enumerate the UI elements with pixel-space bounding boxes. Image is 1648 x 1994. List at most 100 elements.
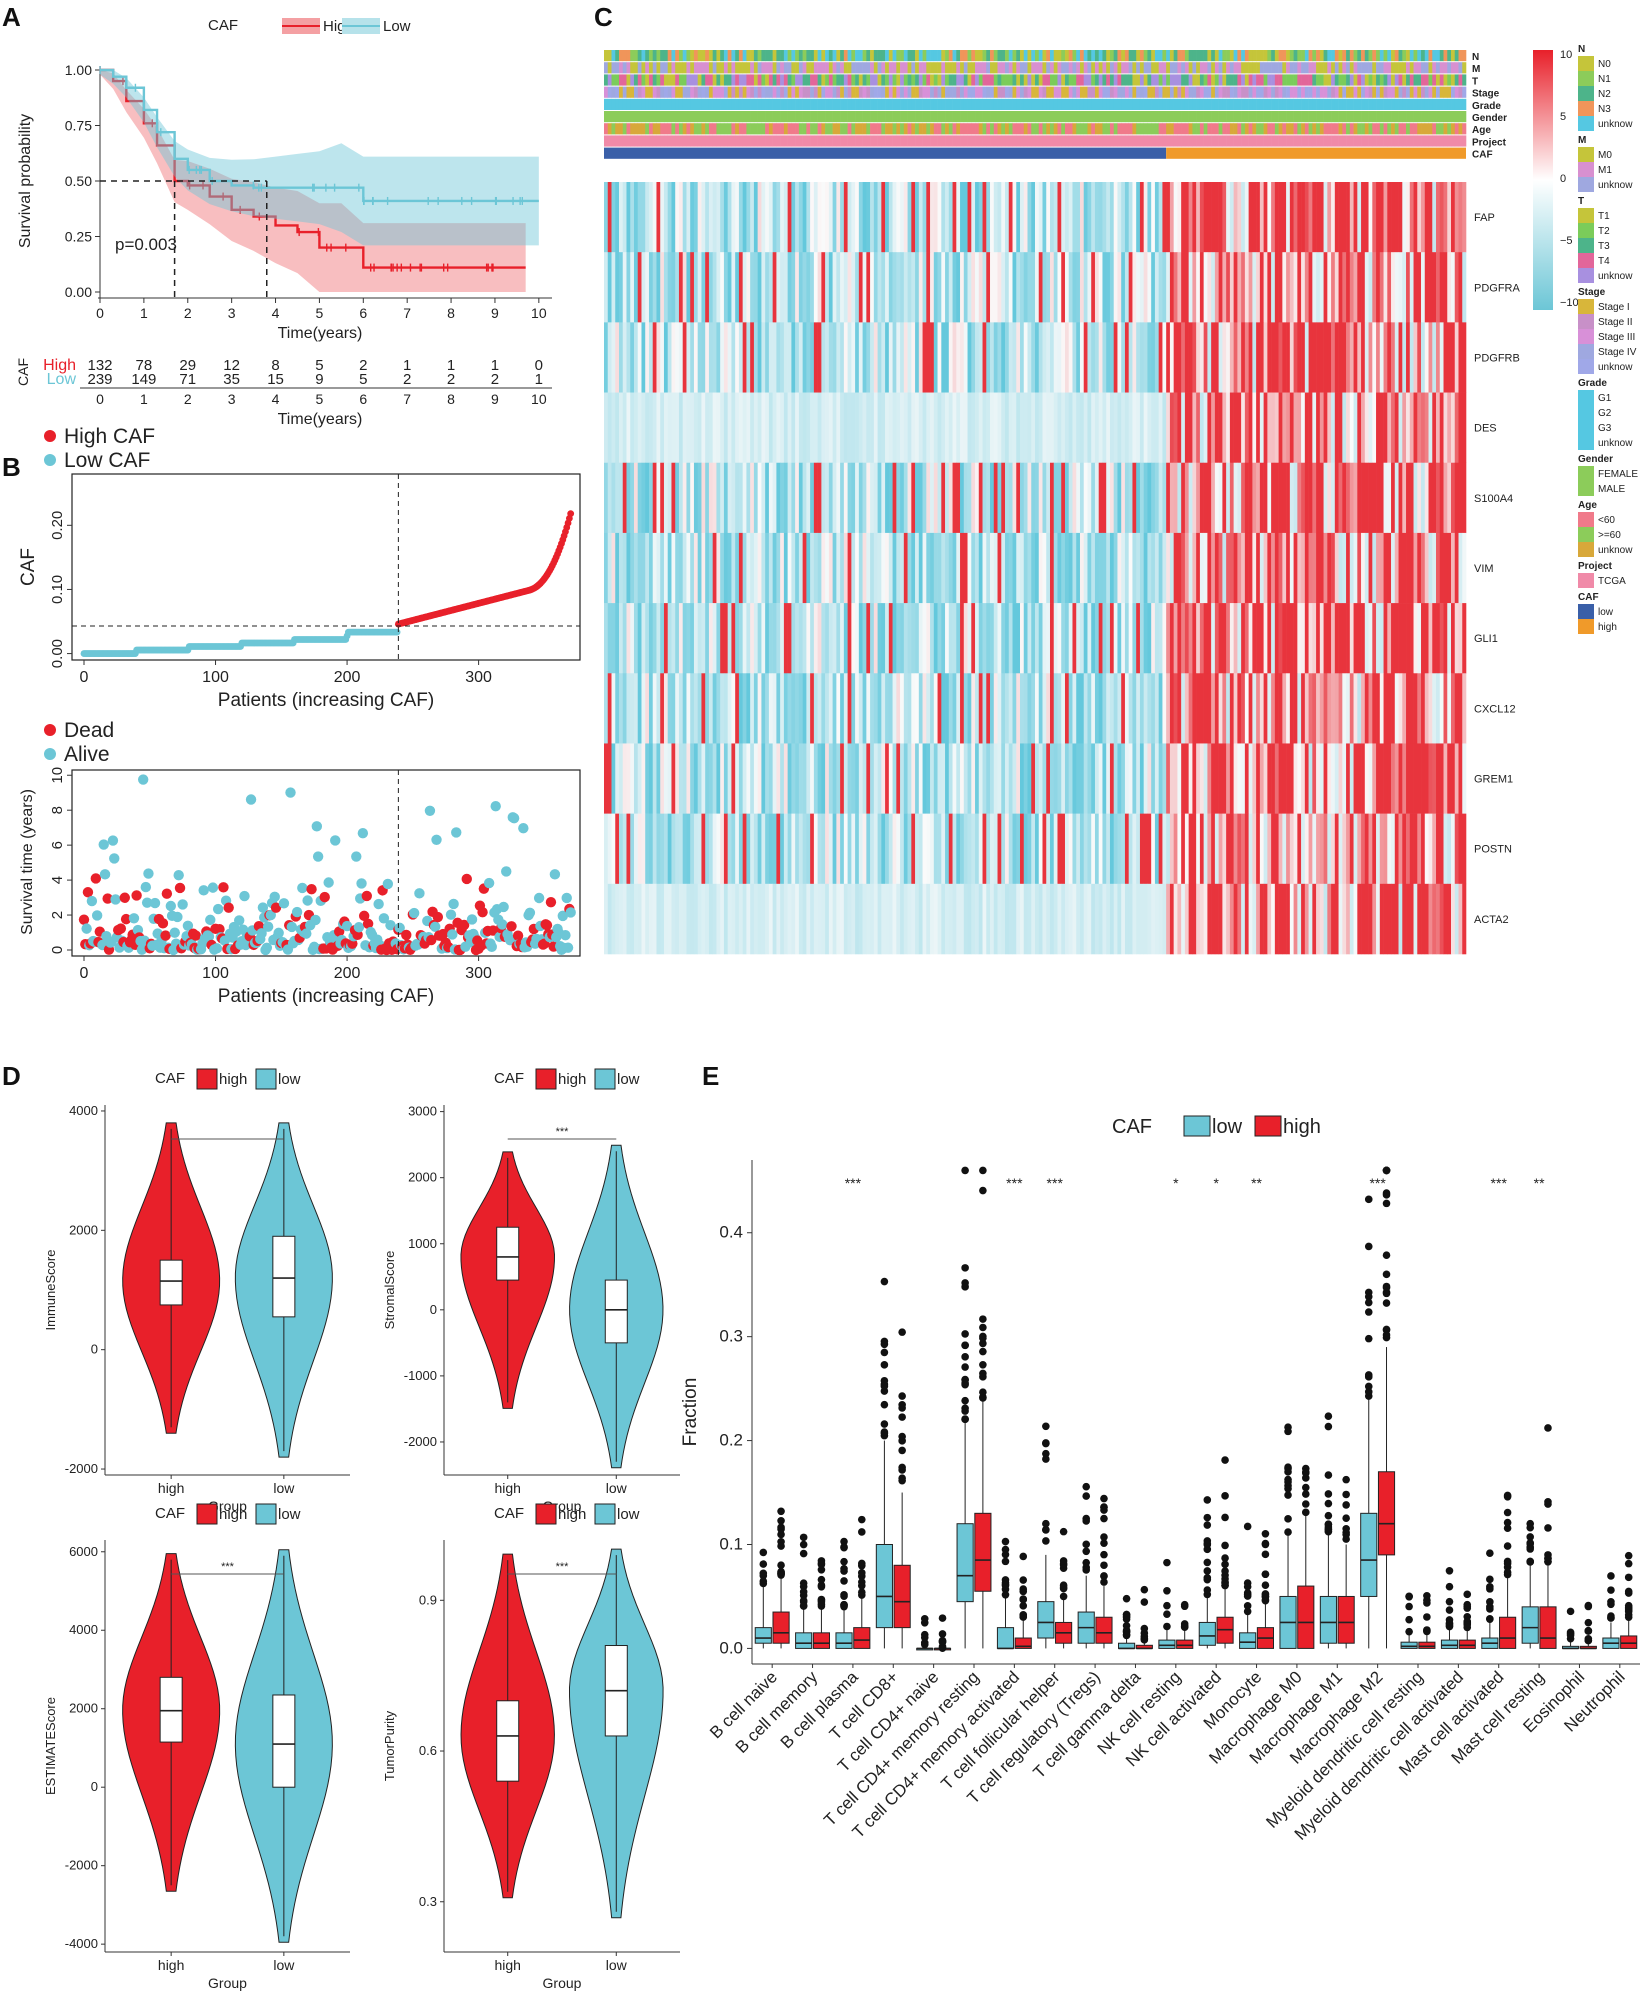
annotation-cell: [1222, 74, 1227, 86]
annotation-cell: [1038, 50, 1043, 62]
heatmap-cell: [1312, 673, 1317, 744]
annotation-cell: [1061, 74, 1066, 86]
annotation-cell: [618, 50, 624, 62]
annotation-cell: [990, 86, 995, 98]
annotation-cell: [926, 74, 931, 86]
heatmap-cell: [1391, 673, 1396, 744]
heatmap-cell: [892, 462, 897, 534]
heatmap-cell: [828, 813, 833, 885]
annotation-cell: [1293, 111, 1298, 123]
annotation-cell: [1143, 135, 1148, 147]
heatmap-cell: [1001, 252, 1006, 323]
annotation-cell: [1436, 50, 1441, 62]
heatmap-cell: [851, 462, 856, 534]
heatmap-cell: [1214, 673, 1219, 744]
annotation-cell: [1417, 62, 1422, 74]
annotation-cell: [1177, 62, 1182, 74]
heatmap-cell: [1301, 182, 1306, 253]
heatmap-cell: [956, 322, 961, 393]
heatmap-cell: [978, 743, 983, 814]
heatmap-cell: [956, 182, 961, 253]
annotation-cell: [780, 86, 785, 98]
heatmap-cell: [926, 813, 931, 885]
annotation-cell: [941, 62, 946, 74]
heatmap-cell: [1428, 322, 1433, 393]
annotation-cell: [832, 50, 837, 62]
annotation-cell: [772, 135, 777, 147]
annotation-cell: [1147, 86, 1152, 98]
annotation-cell: [630, 86, 635, 98]
annotation-cell: [802, 74, 807, 86]
annotation-cell: [1454, 62, 1459, 74]
annotation-cell: [757, 111, 762, 123]
heatmap-cell: [1297, 603, 1302, 674]
heatmap-cell: [1353, 532, 1358, 604]
heatmap-cell: [660, 532, 665, 604]
annotation-cell: [776, 50, 781, 62]
annotation-cell: [1327, 98, 1332, 110]
annotation-cell: [952, 86, 957, 98]
annotation-cell: [847, 135, 852, 147]
heatmap-cell: [1072, 603, 1077, 674]
heatmap-cell: [1184, 743, 1189, 814]
annotation-cell: [1076, 98, 1081, 110]
annotation-cell: [1334, 111, 1339, 123]
heatmap-cell: [1316, 532, 1321, 604]
annotation-cell: [795, 111, 800, 123]
heatmap-cell: [1117, 182, 1122, 253]
annotation-cell: [1443, 50, 1448, 62]
patient-point: [212, 903, 224, 915]
annotation-cell: [1143, 50, 1148, 62]
annotation-cell: [825, 86, 830, 98]
heatmap-cell: [956, 813, 961, 885]
annotation-cell: [1211, 50, 1216, 62]
heatmap-cell: [825, 673, 830, 744]
heatmap-cell: [1432, 743, 1437, 814]
heatmap-cell: [866, 322, 871, 393]
annotation-cell: [1244, 74, 1249, 86]
annotation-cell: [652, 135, 657, 147]
annotation-cell: [761, 123, 766, 135]
patient-point: [203, 931, 215, 942]
heatmap-cell: [618, 532, 624, 604]
heatmap-cell: [802, 532, 807, 604]
annotation-cell: [1353, 62, 1358, 74]
heatmap-cell: [1218, 252, 1223, 323]
heatmap-cell: [1008, 673, 1013, 744]
annotation-cell: [926, 62, 931, 74]
annotation-cell: [1184, 123, 1189, 135]
annotation-cell: [978, 111, 983, 123]
annotation-cell: [870, 74, 875, 86]
heatmap-cell: [1166, 603, 1171, 674]
heatmap-cell: [1207, 322, 1212, 393]
annotation-cell: [907, 50, 912, 62]
annotation-cell: [678, 62, 684, 74]
annotation-cell: [1282, 74, 1287, 86]
annotation-cell: [956, 86, 961, 98]
heatmap-cell: [652, 322, 657, 393]
heatmap-cell: [1214, 252, 1219, 323]
patient-point: [270, 902, 282, 913]
annotation-cell: [1244, 62, 1249, 74]
patient-point: [141, 897, 153, 908]
heatmap-cell: [648, 813, 654, 885]
heatmap-cell: [708, 813, 713, 885]
heatmap-cell: [930, 322, 935, 393]
heatmap-cell: [1132, 182, 1137, 253]
annotation-cell: [911, 123, 916, 135]
heatmap-cell: [997, 252, 1002, 323]
heatmap-cell: [1398, 603, 1403, 674]
heatmap-cell: [903, 673, 908, 744]
heatmap-cell: [1121, 603, 1126, 674]
annotation-cell: [787, 86, 792, 98]
annotation-cell: [1286, 111, 1291, 123]
annotation-cell: [1094, 135, 1100, 147]
annotation-cell: [873, 123, 878, 135]
annotation-cell: [888, 111, 893, 123]
annotation-cell: [712, 111, 717, 123]
annotation-cell: [1368, 86, 1373, 98]
annotation-cell: [1053, 50, 1058, 62]
annotation-cell: [1263, 135, 1268, 147]
risk-count: 1: [403, 357, 411, 374]
heatmap-cell: [1349, 462, 1354, 534]
